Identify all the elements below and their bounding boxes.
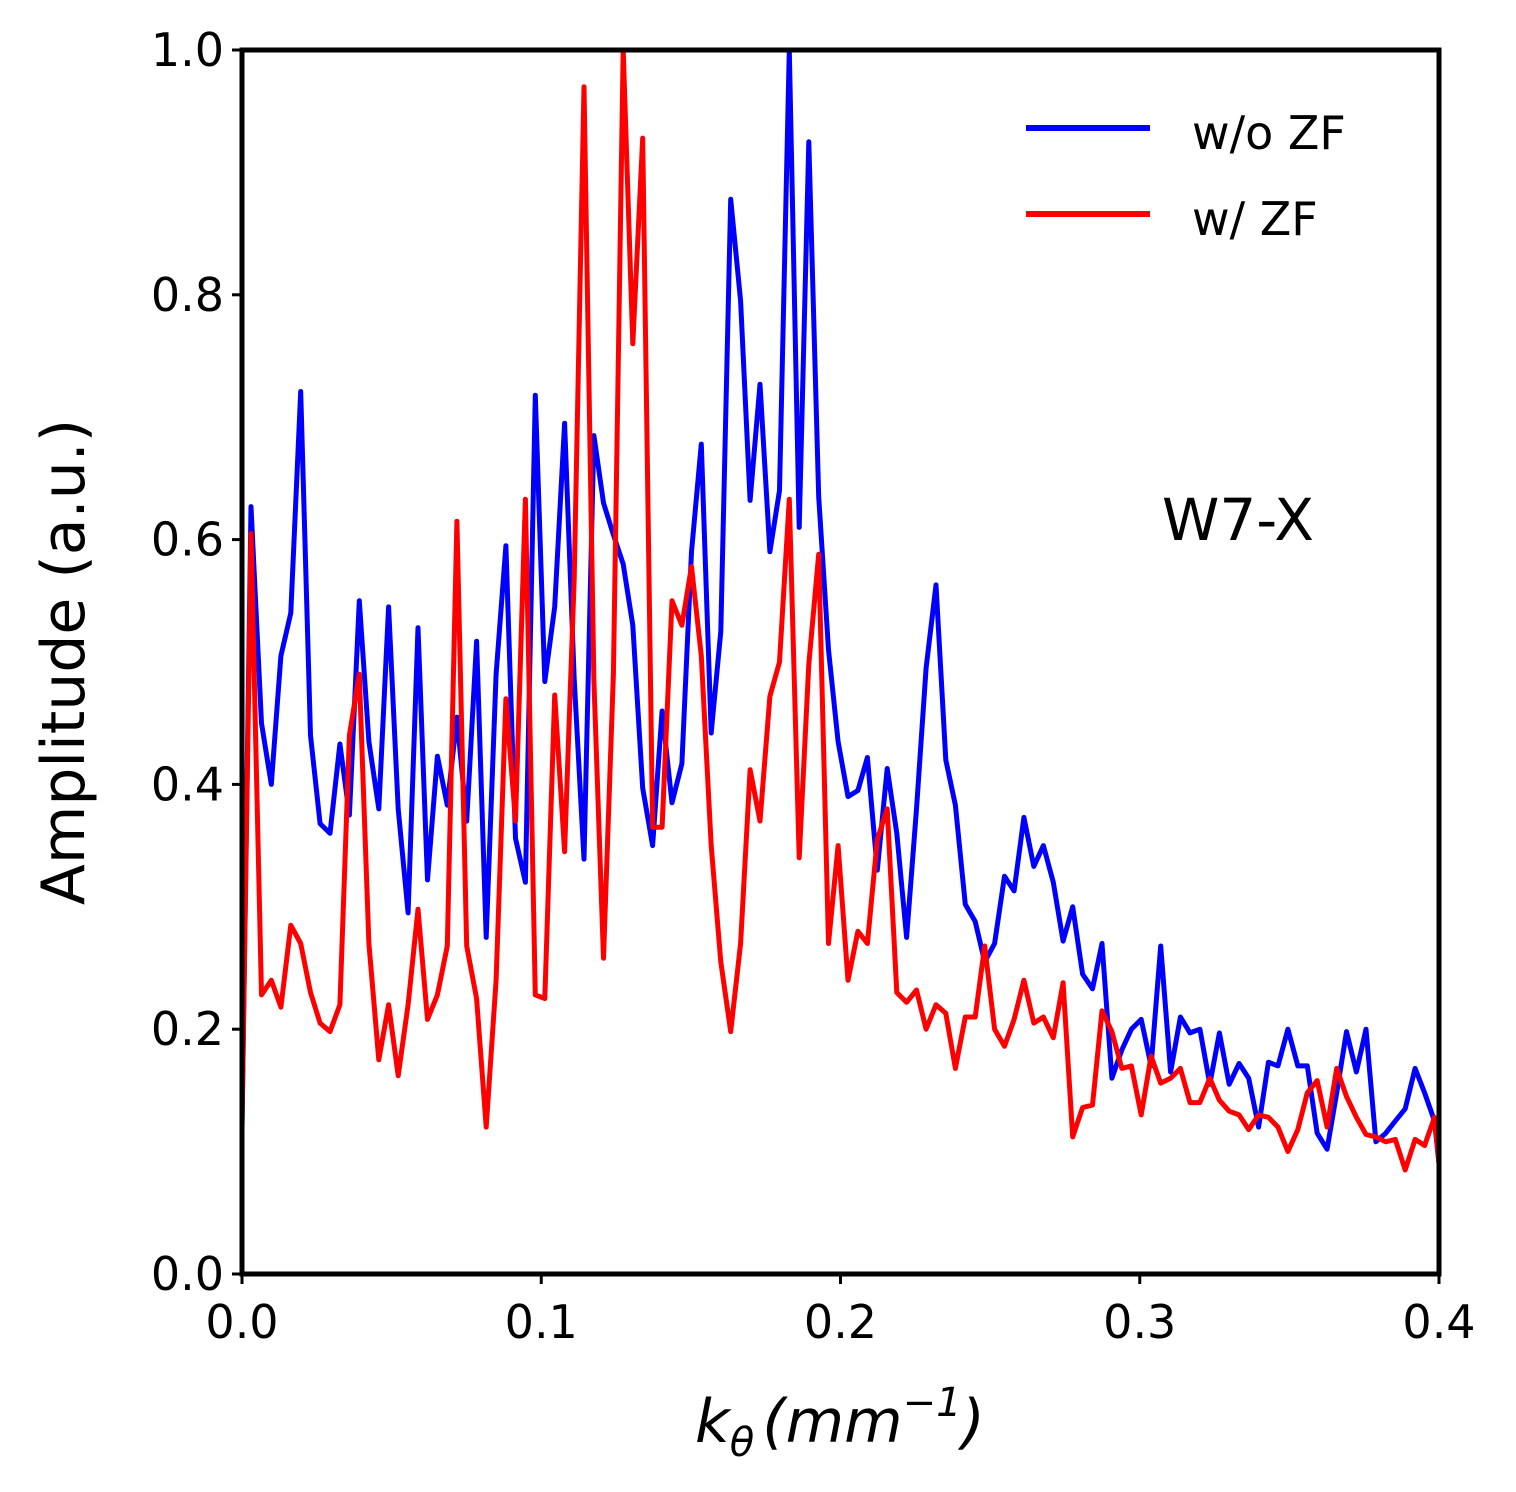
y-tick-label: 0.6 <box>151 513 224 567</box>
x-label-symbol: k <box>695 1387 732 1457</box>
x-tick-label: 0.0 <box>205 1295 278 1349</box>
series-layer <box>242 50 1439 1173</box>
x-label-unit-close: ) <box>958 1387 985 1457</box>
x-tick-label: 0.1 <box>505 1295 578 1349</box>
legend-label-w-zf: w/ ZF <box>1192 192 1318 246</box>
x-tick-label: 0.2 <box>804 1295 877 1349</box>
y-axis: 0.0 0.2 0.4 0.6 0.8 1.0 <box>151 23 242 1301</box>
annotation-w7x: W7-X <box>1162 486 1314 554</box>
legend-label-wo-zf: w/o ZF <box>1192 106 1346 160</box>
x-tick-label: 0.3 <box>1103 1295 1176 1349</box>
y-tick-label: 0.2 <box>151 1002 224 1056</box>
y-tick-label: 0.0 <box>151 1247 224 1301</box>
legend: w/o ZF w/ ZF <box>1026 106 1346 246</box>
series-line-w-zf <box>242 50 1439 1173</box>
x-axis-label: kθ (mm−1) <box>695 1380 985 1466</box>
x-label-subscript: θ <box>730 1420 754 1466</box>
x-tick-label: 0.4 <box>1402 1295 1475 1349</box>
y-tick-label: 0.4 <box>151 757 224 811</box>
series-line-w-o-zf <box>242 50 1439 1165</box>
x-axis: 0.0 0.1 0.2 0.3 0.4 <box>205 1274 1476 1349</box>
x-label-unit-exp: −1 <box>903 1380 962 1426</box>
y-axis-label: Amplitude (a.u.) <box>29 419 99 905</box>
y-tick-label: 0.8 <box>151 268 224 322</box>
x-label-unit-open: (mm <box>762 1387 902 1457</box>
y-tick-label: 1.0 <box>151 23 224 77</box>
